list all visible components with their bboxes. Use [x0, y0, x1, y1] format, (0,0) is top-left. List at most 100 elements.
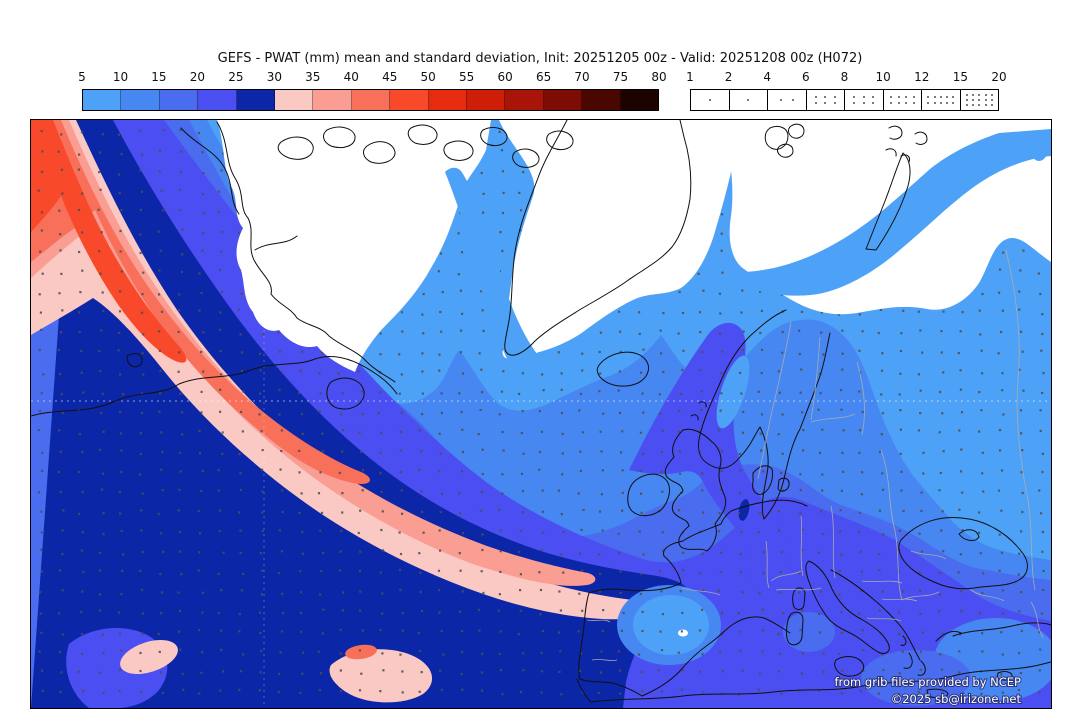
stipple-dot	[399, 471, 403, 474]
stipple-dot	[218, 529, 221, 533]
stipple-dot	[619, 570, 622, 573]
stipple-dot	[1001, 589, 1004, 592]
stipple-dot	[1002, 612, 1005, 615]
sd-legend-dot	[965, 94, 968, 96]
stipple-dot	[298, 449, 301, 452]
stipple-dot	[179, 530, 182, 533]
stipple-dot	[80, 371, 83, 374]
stipple-dot	[298, 471, 301, 474]
stipple-dot	[400, 373, 403, 376]
stipple-dot	[760, 413, 764, 416]
stipple-dot	[978, 511, 981, 514]
stipple-dot	[139, 453, 142, 456]
stipple-dot	[159, 369, 162, 373]
stipple-dot	[317, 650, 320, 653]
sd-legend-dot	[933, 102, 936, 105]
stipple-dot	[721, 350, 724, 353]
stipple-dot	[340, 413, 343, 416]
stipple-dot	[217, 210, 220, 213]
region-emed-15-20-patch	[861, 650, 971, 706]
stipple-dot	[201, 469, 204, 472]
stipple-dot	[959, 590, 963, 593]
stipple-dot	[478, 629, 481, 632]
stipple-dot	[481, 689, 484, 692]
stipple-dot	[740, 531, 743, 534]
stipple-dot	[418, 552, 421, 555]
stipple-dot	[601, 629, 604, 633]
stipple-dot	[540, 651, 543, 654]
stipple-dot	[139, 251, 142, 255]
stipple-dot	[141, 352, 144, 355]
stipple-dot	[579, 450, 582, 453]
stipple-dot	[1017, 573, 1020, 576]
stipple-dot	[1040, 349, 1043, 352]
stipple-dot	[100, 411, 103, 414]
stipple-dot	[98, 448, 101, 451]
stipple-dot	[81, 231, 84, 234]
stipple-dot	[141, 632, 144, 635]
sd-colorbar-labels: 1 2 4 6 8 10 12 15 20	[686, 70, 1006, 84]
stipple-dot	[581, 431, 585, 434]
stipple-dot	[739, 553, 742, 556]
stipple-dot	[81, 652, 84, 655]
stipple-dot	[461, 470, 464, 473]
mean-colorbar	[82, 89, 659, 111]
stipple-dot	[1018, 610, 1021, 613]
stipple-dot	[178, 550, 181, 553]
stipple-dot	[259, 392, 262, 395]
stipple-dot	[462, 532, 465, 535]
stipple-dot	[61, 192, 64, 195]
stipple-dot	[361, 469, 365, 472]
mean-colorbar-cell-35	[313, 90, 352, 110]
stipple-dot	[998, 533, 1001, 536]
stipple-dot	[400, 311, 404, 314]
stipple-dot	[958, 508, 961, 511]
stipple-dot	[779, 652, 782, 655]
stipple-dot	[859, 690, 862, 693]
stipple-dot	[621, 430, 624, 433]
stipple-dot	[600, 650, 603, 653]
stipple-dot	[781, 452, 784, 455]
stipple-dot	[440, 330, 443, 333]
stipple-dot	[801, 652, 804, 655]
stipple-dot	[640, 671, 643, 674]
stipple-dot	[780, 551, 783, 554]
stipple-dot	[758, 672, 761, 675]
stipple-dot	[701, 472, 704, 475]
stipple-dot	[919, 389, 922, 392]
stipple-dot	[197, 131, 201, 135]
mean-colorbar-tick-35: 35	[305, 70, 321, 84]
stipple-dot	[439, 669, 442, 672]
stipple-dot	[778, 529, 781, 532]
stipple-dot	[798, 329, 801, 332]
stipple-dot	[119, 632, 122, 635]
stipple-dot	[200, 350, 203, 354]
stipple-dot	[360, 390, 363, 393]
stipple-dot	[682, 349, 685, 352]
stipple-dot	[858, 349, 861, 352]
stipple-dot	[858, 429, 862, 432]
stipple-dot	[179, 470, 182, 473]
stipple-dot	[1041, 391, 1044, 395]
stipple-dot	[939, 390, 942, 394]
stipple-dot	[38, 650, 41, 653]
stipple-dot	[941, 691, 944, 694]
stipple-dot	[502, 449, 505, 452]
mean-colorbar-tick-5: 5	[78, 70, 86, 84]
stipple-dot	[117, 173, 120, 176]
sd-legend-dot	[978, 94, 981, 96]
stipple-dot	[819, 590, 822, 593]
stipple-dot	[919, 412, 922, 415]
stipple-dot	[418, 468, 421, 471]
stipple-dot	[560, 388, 563, 391]
stipple-dot	[757, 390, 760, 393]
sd-legend-dot	[708, 99, 711, 101]
stipple-dot	[557, 351, 560, 354]
stipple-dot	[297, 391, 301, 395]
stipple-dot	[100, 488, 103, 491]
stipple-dot	[99, 188, 102, 191]
stipple-dot	[341, 609, 344, 612]
stipple-dot	[521, 490, 524, 493]
stipple-dot	[59, 249, 62, 252]
stipple-dot	[420, 450, 423, 453]
